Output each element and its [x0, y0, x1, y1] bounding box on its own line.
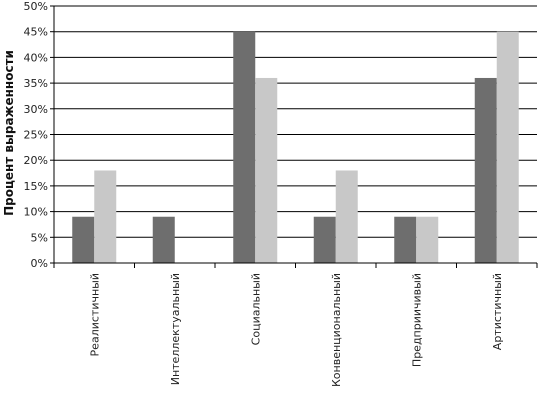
y-tick-label: 50% — [24, 0, 48, 13]
bar-series-2-2 — [255, 77, 278, 264]
x-category-label: Конвенциональный — [330, 273, 343, 387]
bar-series-2-4 — [416, 216, 439, 263]
bar-series-2-0 — [94, 170, 117, 263]
y-tick-label: 10% — [24, 206, 48, 219]
bar-series-1-1 — [152, 216, 175, 263]
bar-series-1-5 — [474, 77, 497, 264]
y-tick-label: 30% — [24, 103, 48, 116]
bars — [72, 31, 519, 264]
y-tick-labels: 0% 5% 10% 15% 20% 25% 30% 35% 40% 45% 50% — [24, 0, 48, 270]
x-category-label: Реалистичный — [88, 273, 101, 356]
bar-series-1-2 — [233, 31, 256, 264]
x-category-labels: Реалистичный Интеллектуальный Социальный Ко… — [88, 273, 504, 387]
x-category-label: Интеллектуальный — [169, 273, 182, 385]
x-category-label: Артистичный — [491, 273, 504, 350]
y-tick-label: 40% — [24, 51, 48, 64]
x-category-label: Предприичивый — [410, 273, 423, 367]
bar-series-1-0 — [72, 216, 95, 263]
bar-series-2-3 — [335, 170, 358, 263]
bar-series-1-4 — [394, 216, 417, 263]
y-tick-label: 15% — [24, 180, 48, 193]
grid-lines — [50, 5, 537, 264]
y-tick-label: 35% — [24, 77, 48, 90]
x-category-label: Социальный — [249, 273, 262, 345]
bar-series-1-3 — [313, 216, 336, 263]
axes — [53, 6, 538, 268]
y-tick-label: 20% — [24, 154, 48, 167]
bar-series-2-5 — [496, 31, 519, 264]
y-tick-label: 45% — [24, 26, 48, 39]
y-tick-label: 5% — [31, 231, 48, 244]
y-tick-label: 0% — [31, 257, 48, 270]
y-axis-label: Процент выраженности — [2, 50, 16, 216]
y-tick-label: 25% — [24, 129, 48, 142]
